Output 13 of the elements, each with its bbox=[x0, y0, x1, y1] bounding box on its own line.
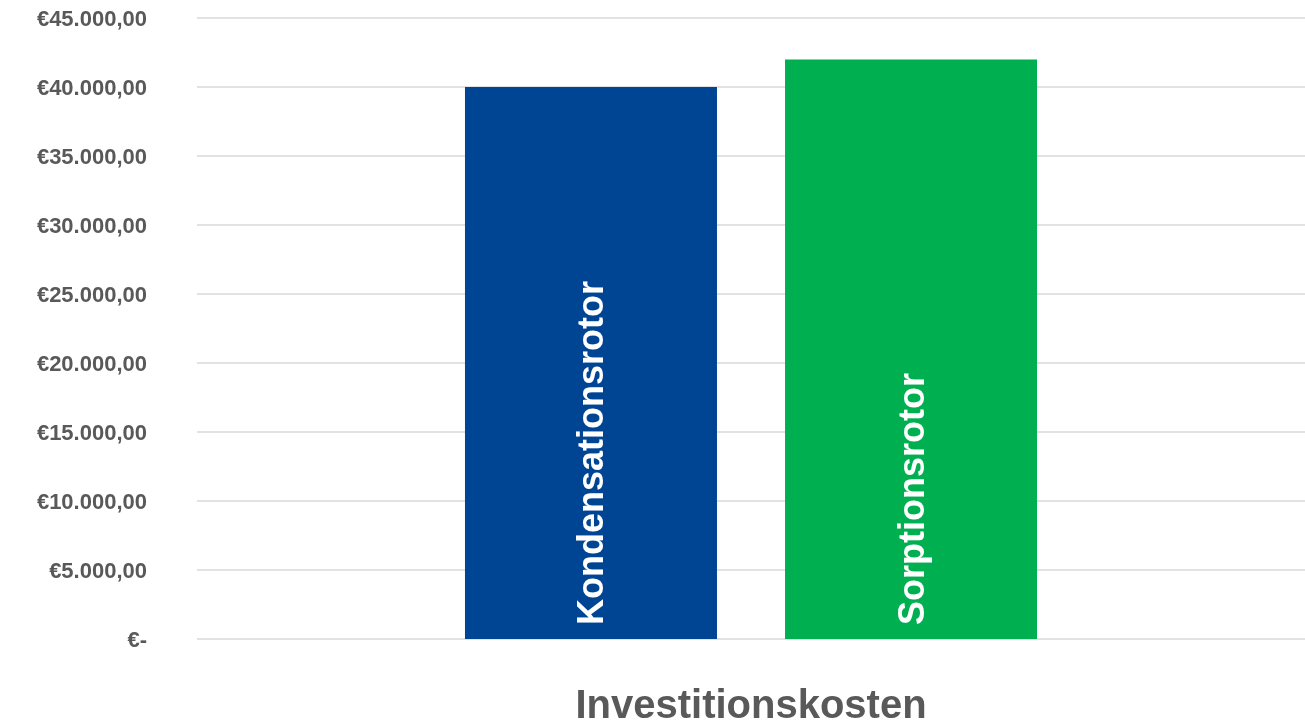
y-tick-label: €30.000,00 bbox=[36, 212, 147, 238]
y-tick-label: €15.000,00 bbox=[36, 419, 147, 445]
y-tick-label: €5.000,00 bbox=[49, 557, 147, 583]
y-tick-label: €35.000,00 bbox=[36, 143, 147, 169]
y-tick-label: €20.000,00 bbox=[36, 350, 147, 376]
y-tick-label: €10.000,00 bbox=[36, 488, 147, 514]
y-tick-label: €25.000,00 bbox=[36, 281, 147, 307]
series-label: Kondensationsrotor bbox=[570, 280, 612, 625]
series-label: Sorptionsrotor bbox=[890, 373, 932, 625]
x-tick-label: Investitionskosten bbox=[575, 682, 927, 726]
y-tick-label: €- bbox=[127, 626, 147, 652]
y-tick-label: €40.000,00 bbox=[36, 74, 147, 100]
y-tick-label: €45.000,00 bbox=[36, 5, 147, 31]
